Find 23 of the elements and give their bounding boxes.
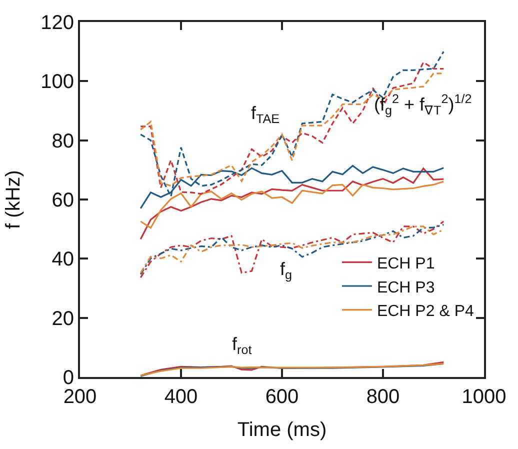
legend-label: ECH P2 & P4 bbox=[376, 303, 474, 320]
legend-label: ECH P1 bbox=[376, 255, 435, 272]
y-tick-label: 40 bbox=[52, 248, 74, 271]
annotation: f$_{TAE}$ bbox=[251, 103, 280, 126]
annotation: f$_{rot}$ bbox=[232, 334, 252, 357]
x-tick-label: 1000 bbox=[462, 386, 506, 408]
y-tick-label: 20 bbox=[52, 308, 74, 330]
x-axis-title: Time (ms) bbox=[237, 419, 327, 441]
x-tick-label: 200 bbox=[63, 386, 97, 408]
x-tick-label: 400 bbox=[164, 386, 198, 408]
annotation: f$_{g}$ bbox=[280, 259, 292, 282]
annotation: (f$_{g}$$^{2}$ + f$_{∇T}$$^{2}$)$^{1/2}$ bbox=[374, 92, 472, 118]
line-series bbox=[140, 180, 444, 229]
x-tick-label: 800 bbox=[366, 386, 400, 408]
line-series bbox=[140, 168, 444, 240]
y-tick-label: 0 bbox=[62, 367, 74, 389]
x-tick-label: 600 bbox=[265, 386, 299, 408]
y-tick-label: 80 bbox=[52, 130, 74, 152]
y-tick-label: 120 bbox=[40, 12, 74, 34]
y-tick-label: 60 bbox=[52, 190, 74, 212]
legend-label: ECH P3 bbox=[376, 279, 435, 296]
y-axis-title: f (kHz) bbox=[2, 170, 25, 229]
y-tick-label: 100 bbox=[40, 71, 74, 94]
